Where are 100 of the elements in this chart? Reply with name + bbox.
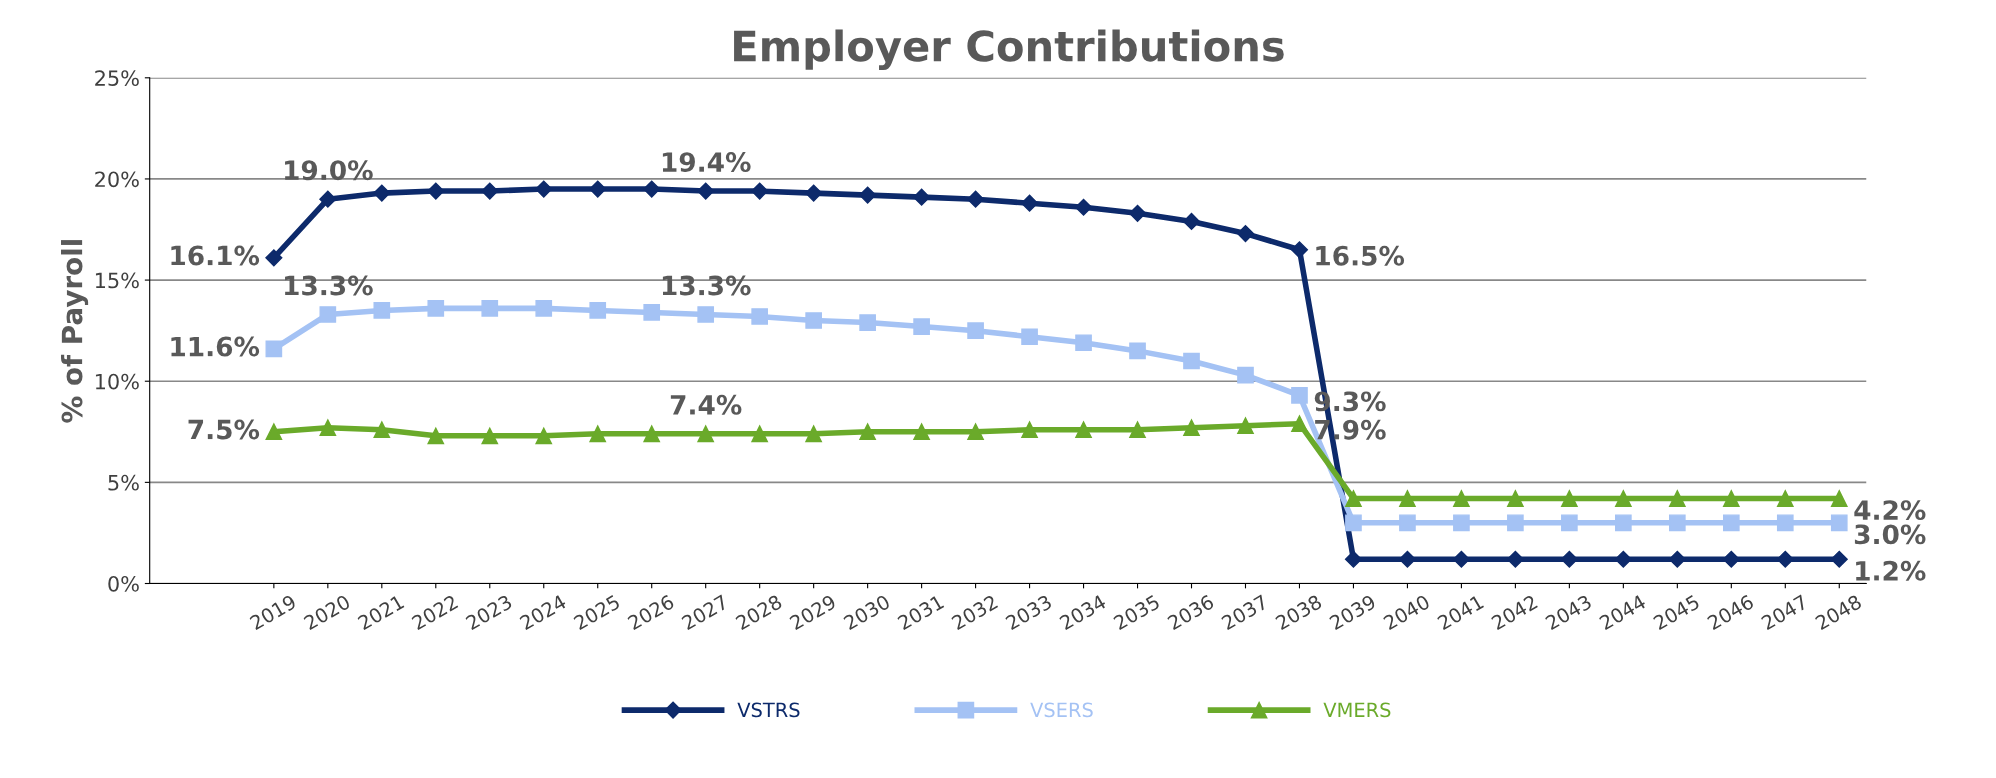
point xyxy=(1129,421,1146,439)
point xyxy=(1722,514,1740,532)
data-label: 16.5% xyxy=(1316,245,1405,266)
point xyxy=(427,300,445,317)
data-label: 3.0% xyxy=(1854,524,1926,545)
point xyxy=(1021,328,1038,346)
point xyxy=(1345,514,1362,532)
point xyxy=(589,425,607,443)
point xyxy=(1290,241,1309,259)
point xyxy=(1291,415,1308,433)
point xyxy=(535,427,553,445)
point xyxy=(1830,490,1848,507)
point xyxy=(319,190,337,208)
point xyxy=(643,304,661,321)
point xyxy=(481,182,499,200)
point xyxy=(643,425,661,443)
point xyxy=(1236,225,1255,243)
point xyxy=(373,184,391,202)
point xyxy=(1507,490,1524,507)
point xyxy=(1182,212,1201,230)
point xyxy=(751,425,769,443)
point xyxy=(859,186,877,204)
data-label: 1.2% xyxy=(1856,560,1926,581)
point xyxy=(265,249,283,267)
point xyxy=(805,425,822,443)
point xyxy=(1776,490,1794,507)
point xyxy=(481,300,499,317)
point xyxy=(643,180,661,198)
data-label: 13.3% xyxy=(662,275,751,296)
point xyxy=(1183,352,1200,370)
y-tick-label: 0% xyxy=(108,575,139,592)
data-label: 7.4% xyxy=(670,394,742,415)
point xyxy=(1830,514,1848,532)
point xyxy=(697,306,715,323)
point xyxy=(1561,490,1578,507)
point xyxy=(967,322,984,339)
y-tick-label: 5% xyxy=(108,474,139,491)
point xyxy=(751,308,769,325)
point xyxy=(697,425,715,443)
point xyxy=(1615,490,1632,507)
point xyxy=(319,419,337,437)
point xyxy=(427,427,445,445)
text: VSERS xyxy=(1030,702,1093,718)
point xyxy=(913,318,930,335)
data-label: 19.0% xyxy=(285,160,373,181)
point xyxy=(913,423,930,441)
point xyxy=(1075,421,1092,439)
y-tick-label: 25% xyxy=(95,70,139,87)
point xyxy=(1453,514,1470,532)
point xyxy=(1399,490,1416,507)
point xyxy=(1561,514,1578,532)
point xyxy=(427,182,445,200)
point xyxy=(1776,514,1794,532)
y-tick-label: 15% xyxy=(95,272,139,289)
point xyxy=(1128,204,1147,222)
point xyxy=(265,423,283,441)
point xyxy=(1129,342,1146,360)
data-label: 4.2% xyxy=(1854,500,1926,521)
text: VSTRS xyxy=(737,702,800,718)
point xyxy=(967,423,984,441)
point xyxy=(805,312,822,329)
point xyxy=(1237,417,1254,435)
point xyxy=(1453,490,1470,507)
point xyxy=(589,302,607,319)
data-label: 11.6% xyxy=(171,336,260,357)
point xyxy=(319,306,337,323)
point xyxy=(1399,514,1416,532)
data-label: 13.3% xyxy=(285,275,373,296)
point xyxy=(481,427,499,445)
point xyxy=(1074,198,1093,216)
point xyxy=(535,300,553,317)
point xyxy=(1291,387,1308,404)
data-label: 7.5% xyxy=(188,419,260,440)
y-tick-label: 10% xyxy=(95,373,139,390)
point xyxy=(589,180,607,198)
text: VMERS xyxy=(1323,702,1391,718)
y-axis-title: % of Payroll xyxy=(61,240,89,423)
point xyxy=(1183,419,1200,437)
point xyxy=(1668,490,1686,507)
point xyxy=(1507,514,1524,532)
point xyxy=(265,340,283,358)
point xyxy=(1615,514,1632,532)
point xyxy=(373,421,391,439)
y-tick-label: 20% xyxy=(95,171,139,188)
point xyxy=(859,423,876,441)
data-label: 16.1% xyxy=(171,245,260,266)
point xyxy=(535,180,553,198)
point xyxy=(1075,334,1092,352)
point xyxy=(1237,366,1254,384)
chart-title: Employer Contributions xyxy=(734,29,1284,71)
data-label: 19.4% xyxy=(662,152,751,173)
point xyxy=(1021,421,1038,439)
point xyxy=(1722,490,1740,507)
point xyxy=(697,182,715,200)
point xyxy=(751,182,769,200)
point xyxy=(1345,490,1362,507)
point xyxy=(805,184,823,202)
point xyxy=(1668,514,1686,532)
point xyxy=(859,314,876,331)
point xyxy=(373,302,391,319)
